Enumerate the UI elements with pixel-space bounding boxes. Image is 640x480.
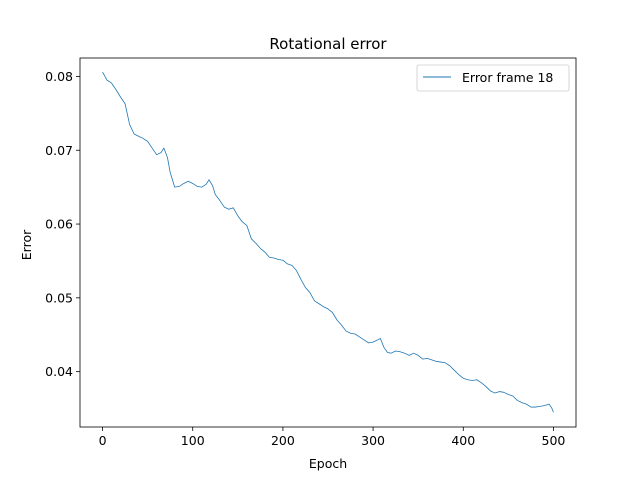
series-line-0 (102, 71, 554, 413)
y-axis-label: Error (19, 229, 34, 260)
x-tick-label: 0 (99, 433, 107, 448)
y-tick-label: 0.06 (45, 217, 73, 232)
x-tick-label: 400 (451, 433, 475, 448)
plot-area: 0 100 200 300 400 500 0.04 0.05 0.06 0.07 0.08 (45, 57, 577, 448)
x-tick-label: 300 (361, 433, 385, 448)
axes-frame (79, 57, 577, 428)
x-tick-label: 500 (542, 433, 566, 448)
y-tick-label: 0.07 (45, 143, 73, 158)
legend: Error frame 18 (416, 64, 570, 92)
x-tick-label: 200 (271, 433, 295, 448)
legend-box (416, 64, 570, 92)
x-tick-label: 100 (181, 433, 205, 448)
chart-title: Rotational error (269, 35, 387, 53)
y-tick-label: 0.05 (45, 290, 73, 305)
legend-entry-label: Error frame 18 (462, 70, 553, 85)
x-axis-label: Epoch (309, 456, 347, 471)
y-tick-label: 0.08 (45, 69, 73, 84)
y-tick-label: 0.04 (45, 364, 73, 379)
